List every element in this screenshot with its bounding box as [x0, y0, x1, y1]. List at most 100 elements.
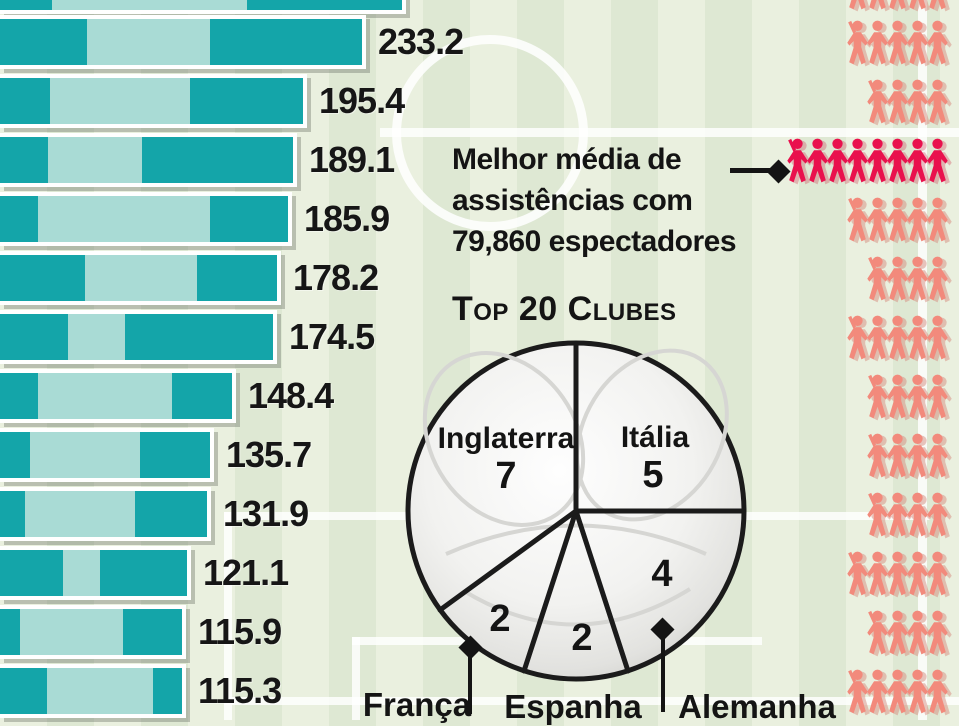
bar-segment: [172, 373, 232, 419]
person-icon: [927, 315, 948, 360]
callout-text-line: assistências com: [452, 184, 693, 217]
person-icon: [907, 256, 928, 301]
person-icon: [787, 138, 808, 183]
penalty-box-left-line: [224, 512, 232, 720]
bar-segment: [142, 137, 293, 183]
bar-segment: [0, 668, 47, 714]
callout-connector-line: [730, 168, 772, 173]
people-row: [867, 373, 948, 420]
attendance-bar: [0, 74, 307, 128]
bar-segment: [50, 78, 190, 124]
person-icon: [847, 138, 868, 183]
person-icon: [907, 551, 928, 596]
attendance-bar: [0, 15, 366, 69]
person-icon: [849, 0, 866, 10]
bar-segment: [52, 0, 247, 10]
person-icon: [867, 256, 888, 301]
person-icon: [827, 138, 848, 183]
attendance-bar: [0, 605, 186, 659]
person-icon: [927, 610, 948, 655]
bar-segment: [0, 78, 50, 124]
person-icon: [887, 551, 908, 596]
best-average-callout: Melhor média de assistências com 79,860 …: [452, 139, 762, 262]
person-icon: [847, 669, 868, 714]
person-icon: [867, 315, 888, 360]
person-icon: [867, 433, 888, 478]
person-icon: [907, 610, 928, 655]
bar-segment: [0, 550, 63, 596]
people-row: [847, 550, 948, 597]
callout-text-line: 79,860 espectadores: [452, 225, 737, 258]
people-row: [867, 609, 948, 656]
pie-value-inglaterra: 7: [495, 455, 517, 497]
person-icon: [847, 197, 868, 242]
person-icon: [887, 433, 908, 478]
attendance-bar: [0, 0, 406, 14]
bar-segment: [0, 314, 68, 360]
bar-segment: [123, 609, 182, 655]
country-label-franca: França: [362, 686, 472, 723]
person-icon: [907, 433, 928, 478]
bar-value-label: 131.9: [223, 493, 309, 534]
person-icon: [907, 669, 928, 714]
attendance-bar: [0, 487, 211, 541]
bar-segment: [210, 196, 288, 242]
pie-value-italia: 5: [642, 454, 664, 496]
goal-line: [224, 697, 959, 705]
person-icon: [927, 79, 948, 124]
bar-segment: [0, 196, 38, 242]
bar-segment: [47, 668, 153, 714]
bar-segment: [125, 314, 273, 360]
bar-segment: [0, 432, 30, 478]
pie-value-alemanha: 4: [651, 553, 673, 595]
person-icon: [887, 79, 908, 124]
bar-segment: [68, 314, 125, 360]
bar-value-label: 148.4: [248, 375, 334, 416]
bar-segment: [0, 491, 25, 537]
bar-value-label: 174.5: [289, 316, 375, 357]
people-row: [867, 491, 948, 538]
callout-text-line: Melhor média de: [452, 143, 682, 176]
person-icon: [867, 610, 888, 655]
person-icon: [927, 138, 948, 183]
bar-segment: [0, 255, 85, 301]
person-icon: [867, 669, 888, 714]
goal-area-left-line: [352, 637, 360, 720]
bar-segment: [87, 19, 210, 65]
person-icon: [907, 315, 928, 360]
bar-segment: [153, 668, 182, 714]
person-icon: [927, 20, 948, 65]
person-icon: [887, 256, 908, 301]
center-circle: [392, 35, 588, 231]
bar-segment: [30, 432, 140, 478]
bar-segment: [0, 19, 87, 65]
people-row: [848, 0, 948, 11]
person-icon: [887, 20, 908, 65]
people-row: [867, 78, 948, 125]
bar-segment: [48, 137, 142, 183]
bar-value-label: 189.1: [309, 139, 395, 180]
person-icon: [867, 197, 888, 242]
person-icon: [907, 197, 928, 242]
pie-value-franca: 2: [489, 598, 511, 640]
attendance-bar: [0, 310, 277, 364]
attendance-bar: [0, 251, 281, 305]
person-icon: [887, 492, 908, 537]
franca-connector-line: [468, 652, 472, 714]
person-icon: [867, 374, 888, 419]
pie-label-inglaterra: Inglaterra: [437, 422, 575, 455]
bar-segment: [85, 255, 197, 301]
person-icon: [867, 79, 888, 124]
person-icon: [847, 315, 868, 360]
bar-value-label: 178.2: [293, 257, 379, 298]
bar-segment: [0, 137, 48, 183]
person-icon: [927, 551, 948, 596]
person-icon: [927, 433, 948, 478]
bar-segment: [38, 196, 210, 242]
people-row: [867, 432, 948, 479]
bar-segment: [140, 432, 210, 478]
person-icon: [867, 492, 888, 537]
people-row: [847, 668, 948, 715]
